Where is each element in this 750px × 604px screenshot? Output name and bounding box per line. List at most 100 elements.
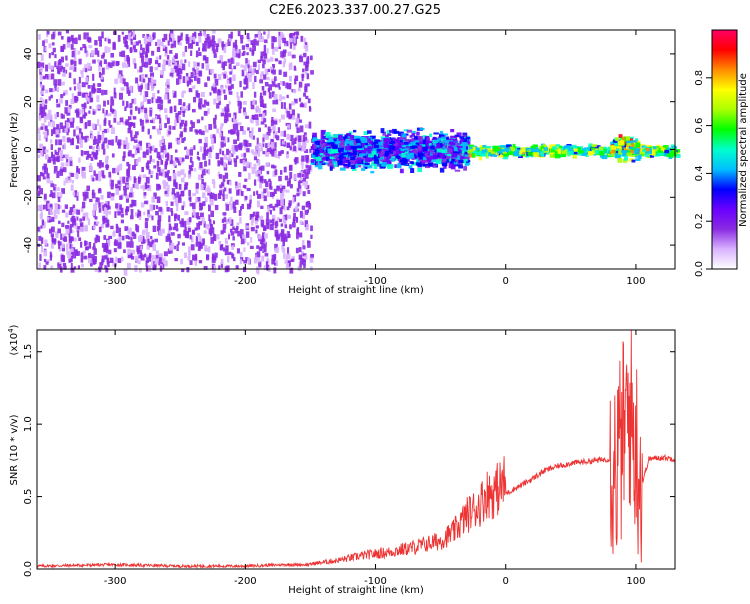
spectrogram-cell bbox=[129, 32, 131, 35]
spectrogram-cell bbox=[69, 73, 72, 79]
spectrogram-cell bbox=[467, 151, 471, 154]
spectrogram-cell bbox=[69, 233, 71, 237]
spectrogram-cell bbox=[267, 77, 270, 80]
spectrogram-cell bbox=[664, 150, 669, 153]
spectrogram-cell bbox=[174, 93, 177, 98]
spectrogram-cell bbox=[243, 166, 247, 171]
spectrogram-cell bbox=[232, 226, 235, 230]
spectrogram-cell bbox=[310, 235, 312, 239]
spectrogram-cell bbox=[164, 251, 168, 256]
spectrogram-cell bbox=[102, 68, 105, 75]
spectrogram-cell bbox=[301, 156, 305, 162]
spectrogram-cell bbox=[273, 267, 276, 273]
spectrogram-cell bbox=[72, 66, 74, 71]
spectrogram-cell bbox=[253, 39, 256, 46]
spectrogram-cell bbox=[160, 104, 163, 110]
spectrogram-cell bbox=[321, 143, 326, 146]
spectrogram-cell bbox=[307, 190, 310, 194]
spectrogram-cell bbox=[559, 146, 562, 149]
spectrogram-cell bbox=[107, 128, 109, 132]
spectrogram-cell bbox=[240, 259, 242, 264]
spectrogram-cell bbox=[285, 224, 288, 228]
spectrogram-cell bbox=[89, 106, 91, 109]
spectrogram-cell bbox=[126, 143, 129, 150]
spectrogram-cell bbox=[167, 207, 170, 212]
spectrogram-cell bbox=[310, 226, 313, 232]
spectrogram-cell bbox=[134, 63, 136, 68]
spectrogram-cell bbox=[71, 263, 73, 269]
spectrogram-cell bbox=[482, 149, 486, 153]
spectrogram-cell bbox=[229, 91, 233, 95]
spectrogram-cell bbox=[198, 98, 202, 104]
spectrogram-cell bbox=[339, 155, 344, 159]
spectrogram-cell bbox=[84, 240, 86, 246]
spectrogram-cell bbox=[115, 136, 117, 143]
spectrogram-cell bbox=[230, 197, 232, 202]
spectrogram-cell bbox=[671, 152, 677, 157]
spectrogram-cell bbox=[479, 156, 482, 161]
spectrogram-cell bbox=[310, 56, 313, 61]
spectrogram-cell bbox=[532, 149, 536, 152]
spectrogram-cell bbox=[287, 111, 291, 118]
spectrogram-cell bbox=[437, 149, 443, 153]
spectrogram-cell bbox=[264, 135, 268, 139]
spectrogram-cell bbox=[97, 105, 100, 109]
spectrogram-cell bbox=[295, 137, 297, 141]
spectrogram-cell bbox=[333, 134, 339, 138]
spectrogram-cell bbox=[505, 148, 509, 152]
spectrogram-cell bbox=[53, 128, 56, 135]
spectrogram-cell bbox=[61, 36, 64, 40]
spectrogram-cell bbox=[128, 152, 130, 156]
spectrogram-cell bbox=[204, 100, 207, 105]
spectrogram-cell bbox=[185, 121, 188, 127]
spectrogram-cell bbox=[299, 98, 301, 102]
spectrogram-cell bbox=[118, 139, 122, 145]
spectrogram-cell bbox=[156, 255, 159, 258]
spectrogram-cell bbox=[245, 196, 248, 200]
spectrogram-cell bbox=[278, 60, 281, 64]
spectrogram-cell bbox=[221, 161, 224, 166]
spectrogram-cell bbox=[167, 170, 170, 173]
spectrogram-cell bbox=[86, 186, 90, 191]
spectrogram-cell bbox=[127, 169, 129, 174]
spectrogram-cell bbox=[96, 197, 99, 202]
spectrogram-cell bbox=[192, 109, 196, 112]
spectrogram-cell bbox=[428, 163, 433, 167]
spectrogram-cell bbox=[293, 89, 296, 93]
spectrogram-cell bbox=[463, 166, 467, 171]
spectrogram-cell bbox=[287, 95, 289, 98]
spectrogram-cell bbox=[243, 112, 247, 116]
spectrogram-cell bbox=[296, 127, 299, 133]
spectrogram-cell bbox=[72, 51, 75, 57]
spectrogram-cell bbox=[201, 185, 204, 190]
spectrogram-cell bbox=[114, 88, 116, 95]
spectrogram-cell bbox=[303, 93, 306, 97]
spectrogram-cell bbox=[140, 119, 142, 122]
spectrogram-cell bbox=[92, 247, 96, 250]
spectrogram-cell bbox=[273, 126, 276, 132]
spectrogram-cell bbox=[253, 62, 257, 67]
spectrogram-cell bbox=[270, 67, 273, 70]
spectrogram-cell bbox=[442, 160, 446, 163]
spectrogram-cell bbox=[349, 142, 353, 145]
spectrogram-cell bbox=[50, 139, 52, 143]
spectrogram-cell bbox=[97, 59, 100, 62]
spectrogram-cell bbox=[255, 171, 257, 177]
spectrogram-cell bbox=[216, 129, 219, 134]
spectrogram-cell bbox=[155, 211, 159, 215]
spectrogram-cell bbox=[77, 251, 80, 256]
spectrogram-cell bbox=[196, 42, 199, 46]
spectrogram-cell bbox=[635, 156, 640, 158]
spectrogram-cell bbox=[265, 143, 268, 148]
spectrogram-cell bbox=[78, 35, 81, 41]
spectrogram-cell bbox=[108, 62, 110, 67]
spectrogram-cell bbox=[450, 129, 454, 132]
spectrogram-cell bbox=[162, 136, 164, 143]
spectrogram-cell bbox=[136, 225, 139, 232]
spectrogram-cell bbox=[239, 217, 242, 224]
spectrogram-cell bbox=[107, 113, 111, 116]
spectrogram-cell bbox=[226, 104, 229, 110]
spectrogram-cell bbox=[135, 106, 138, 111]
spectrogram-cell bbox=[217, 90, 221, 95]
spectrogram-cell bbox=[396, 156, 400, 159]
